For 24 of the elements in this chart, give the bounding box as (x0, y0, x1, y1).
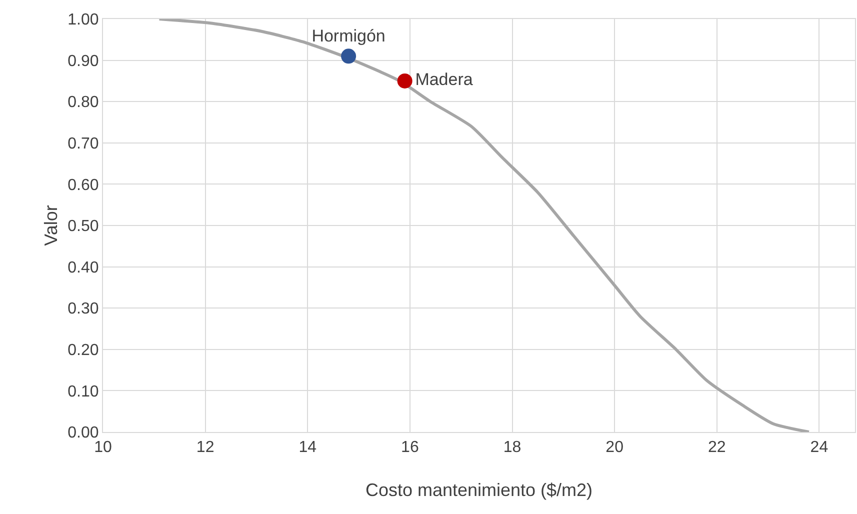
series-label: Madera (415, 70, 474, 90)
y-tick-label: 0.00 (68, 424, 99, 442)
x-tick-label: 10 (94, 439, 112, 456)
x-axis-title: Costo mantenimiento ($/m2) (365, 480, 593, 500)
line-series (158, 19, 810, 432)
y-axis-title: Valor (41, 205, 61, 246)
x-tick-label: 14 (298, 439, 317, 456)
y-tick-label: 0.50 (68, 218, 99, 236)
y-tick-label: 0.30 (68, 300, 99, 318)
x-tick-label: 12 (196, 439, 214, 456)
x-tick-label: 20 (606, 439, 624, 456)
y-tick-label: 1.00 (68, 12, 99, 29)
y-tick-label: 0.40 (68, 259, 99, 276)
y-tick-label: 0.70 (68, 136, 99, 152)
y-tick-label: 0.80 (68, 94, 99, 112)
y-tick-label: 0.10 (68, 383, 99, 400)
y-tick-label: 0.60 (68, 176, 99, 194)
x-tick-label: 24 (810, 439, 828, 456)
x-tick-label: 22 (708, 439, 726, 456)
x-tick-label: 18 (503, 439, 522, 456)
y-tick-label: 0.20 (68, 342, 99, 359)
series-label: Hormigón (312, 26, 386, 46)
x-tick-label: 16 (401, 439, 419, 456)
y-tick-label: 0.90 (68, 52, 99, 70)
